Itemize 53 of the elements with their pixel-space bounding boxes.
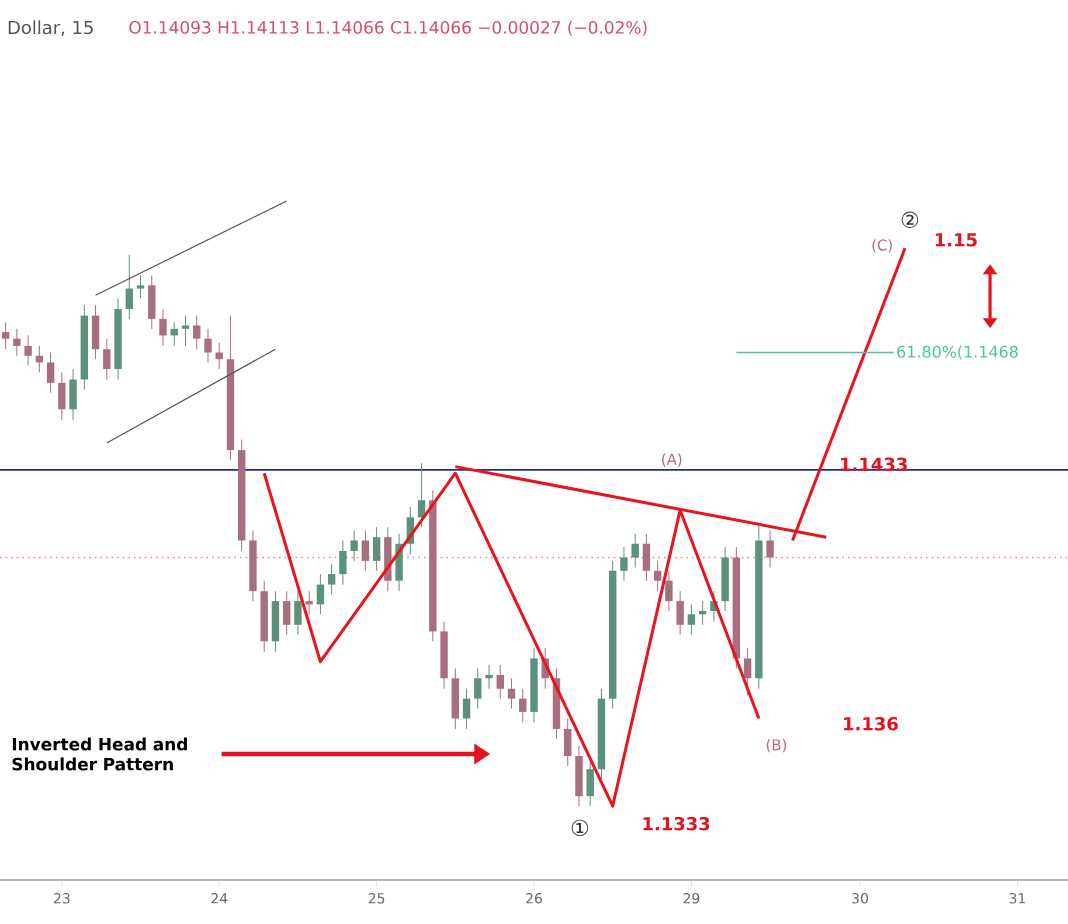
text: 1.15 [935, 233, 977, 247]
candlestick [69, 368, 77, 421]
candlestick [676, 590, 684, 636]
chart-title: Dollar, 15 [8, 20, 93, 37]
candlestick [620, 546, 628, 582]
candlestick [327, 563, 336, 595]
candlestick [462, 688, 471, 730]
candlestick [339, 539, 347, 586]
candlestick [350, 530, 358, 562]
candlestick [631, 533, 639, 568]
candlestick [204, 328, 212, 363]
candlestick [125, 254, 133, 320]
candlestick [642, 533, 651, 582]
candlestick [148, 274, 156, 330]
text: ② [901, 211, 919, 228]
candlestick [91, 304, 100, 360]
annotation: 1.1433 [841, 457, 907, 471]
candlestick [103, 338, 111, 381]
candlestick [372, 526, 381, 572]
candlestick [271, 590, 280, 653]
candlestick [13, 328, 21, 357]
candlestick [653, 560, 662, 592]
annotation: Inverted Head and Shoulder Pattern [12, 737, 187, 771]
text: ① [571, 819, 589, 837]
candlestick [440, 620, 448, 690]
annotation: 1.136 [844, 716, 898, 731]
candlestick [575, 745, 583, 807]
candlestick [721, 546, 729, 612]
candlestick [159, 308, 167, 347]
candlestick [1, 321, 10, 350]
candlestick [58, 371, 66, 421]
candlestick [474, 667, 482, 710]
candlestick [485, 664, 493, 690]
candlestick [136, 274, 145, 299]
candlestick [766, 530, 774, 568]
candlestick [507, 677, 516, 710]
candlestick [687, 603, 696, 636]
candlestick [294, 590, 302, 636]
candlestick [46, 352, 55, 394]
candlestick [282, 590, 291, 636]
candlestick [361, 530, 370, 572]
text: 1.1333 [643, 816, 710, 831]
chart-subtitle: O1.14093 H1.14113 L1.14066 C1.14066 −0.00027 (−0.02%) [129, 20, 647, 36]
candlestick [519, 688, 527, 723]
candlestick [496, 664, 504, 700]
candlestick [564, 718, 572, 767]
candlestick [451, 667, 460, 730]
candlestick [586, 758, 594, 807]
candlestick [316, 573, 325, 615]
candlestick [665, 570, 673, 612]
candlestick [24, 334, 32, 367]
candlestick [193, 315, 201, 350]
candlestick [305, 590, 313, 615]
